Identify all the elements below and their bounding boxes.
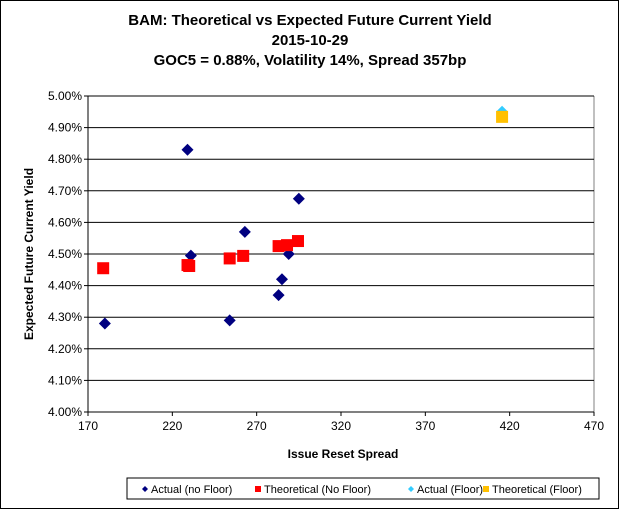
data-point-diamond xyxy=(223,314,236,327)
x-tick-label: 220 xyxy=(162,419,182,433)
x-tick-label: 320 xyxy=(331,419,351,433)
x-tick-label: 270 xyxy=(247,419,267,433)
series-1 xyxy=(97,235,304,275)
data-point-square xyxy=(97,262,110,275)
x-tick-label: 170 xyxy=(78,419,98,433)
y-axis-label: Expected Future Current Yield xyxy=(22,168,36,340)
data-point-square xyxy=(183,260,196,273)
y-tick-label: 4.30% xyxy=(48,310,82,324)
y-tick-label: 4.10% xyxy=(48,373,82,387)
legend-label: Actual (Floor) xyxy=(417,484,483,496)
data-point-diamond xyxy=(184,249,197,262)
y-tick-label: 4.40% xyxy=(48,279,82,293)
legend-label: Theoretical (No Floor) xyxy=(264,484,371,496)
chart-title-line-1: BAM: Theoretical vs Expected Future Curr… xyxy=(128,12,491,29)
chart-title-line-3: GOC5 = 0.88%, Volatility 14%, Spread 357… xyxy=(154,52,467,69)
legend-label: Theoretical (Floor) xyxy=(492,484,582,496)
x-tick-label: 420 xyxy=(500,419,520,433)
chart-title-line-2: 2015-10-29 xyxy=(272,32,349,49)
x-tick-label: 470 xyxy=(584,419,604,433)
series-3 xyxy=(496,110,509,123)
data-point-square xyxy=(291,235,304,248)
data-point-square xyxy=(237,249,250,262)
y-tick-label: 4.60% xyxy=(48,215,82,229)
legend xyxy=(126,477,600,500)
y-tick-label: 4.00% xyxy=(48,405,82,419)
data-point-diamond xyxy=(292,192,305,205)
data-point-square xyxy=(496,110,509,123)
data-point-diamond xyxy=(275,273,288,286)
legend-marker-2 xyxy=(408,486,414,492)
legend-marker-0 xyxy=(142,486,148,492)
y-tick-label: 4.90% xyxy=(48,121,82,135)
data-point-square xyxy=(281,239,294,252)
data-point-square xyxy=(223,252,236,265)
data-point-diamond xyxy=(181,143,194,156)
legend-marker-3 xyxy=(483,486,489,492)
data-point-diamond xyxy=(238,225,251,238)
y-tick-label: 4.20% xyxy=(48,342,82,356)
x-axis-label: Issue Reset Spread xyxy=(288,447,399,461)
legend-label: Actual (no Floor) xyxy=(151,484,232,496)
y-tick-label: 4.80% xyxy=(48,152,82,166)
y-tick-label: 5.00% xyxy=(48,89,82,103)
series-0 xyxy=(98,143,305,330)
data-point-diamond xyxy=(272,289,285,302)
y-tick-label: 4.70% xyxy=(48,184,82,198)
x-tick-label: 370 xyxy=(415,419,435,433)
y-tick-label: 4.50% xyxy=(48,247,82,261)
legend-marker-1 xyxy=(255,486,261,492)
data-point-diamond xyxy=(98,317,111,330)
